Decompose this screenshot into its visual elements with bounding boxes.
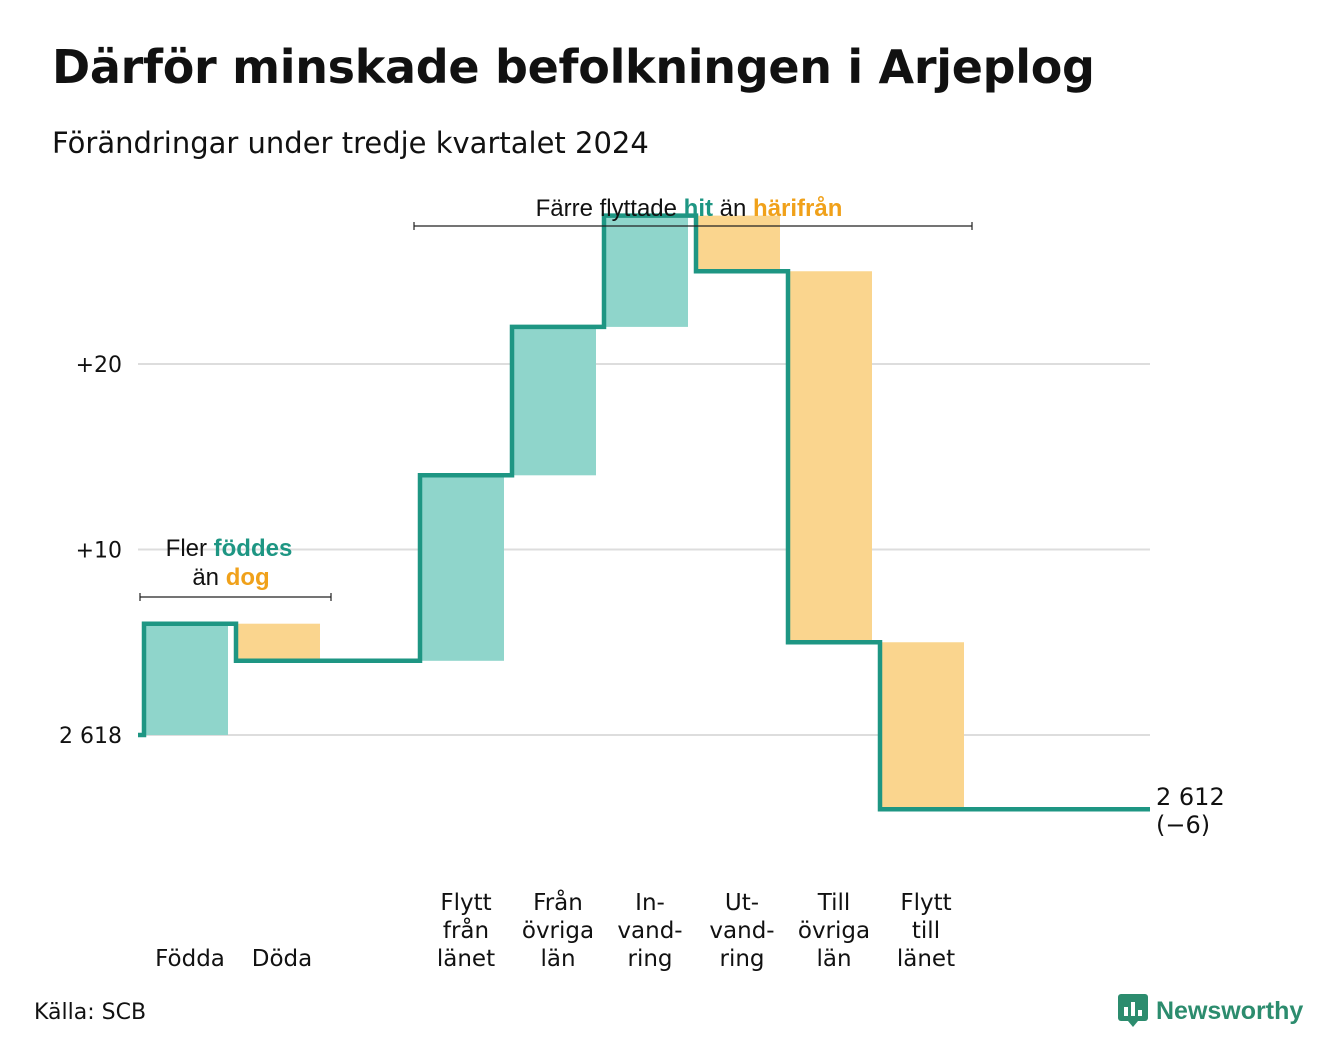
category-label: Flytt	[900, 890, 951, 916]
category-label: länet	[437, 946, 495, 972]
migration-annotation: Färre flyttade hit än härifrån	[536, 195, 843, 222]
waterfall-bar	[420, 475, 504, 661]
waterfall-bar	[144, 623, 228, 735]
category-label: övriga	[798, 918, 870, 944]
category-label: vand-	[709, 918, 774, 944]
end-value-label: 2 612	[1156, 783, 1225, 811]
category-label: län	[816, 946, 851, 972]
waterfall-bar	[880, 642, 964, 810]
category-label: Från	[533, 888, 583, 916]
waterfall-bar	[604, 215, 688, 327]
category-label: från	[443, 916, 489, 944]
y-tick-label: +10	[76, 539, 122, 564]
category-label: ring	[627, 946, 672, 972]
category-label: Ut-	[725, 890, 759, 916]
y-tick-label: +20	[76, 353, 122, 378]
category-label: vand-	[617, 918, 682, 944]
category-label: övriga	[522, 918, 594, 944]
category-label: till	[912, 918, 940, 944]
y-tick-label: 2 618	[59, 724, 122, 749]
category-label: län	[540, 946, 575, 972]
births-annotation-line2: än dog	[192, 564, 269, 591]
waterfall-bar	[236, 623, 320, 661]
end-value-label: (−6)	[1156, 811, 1210, 839]
waterfall-bar	[788, 271, 872, 643]
brand-name: Newsworthy	[1156, 996, 1304, 1025]
births-annotation-line1: Fler föddes	[166, 535, 293, 562]
category-label: In-	[635, 890, 665, 916]
category-label: Födda	[155, 946, 225, 972]
bar-chart-bubble-icon	[1118, 994, 1148, 1027]
brand-logo: Newsworthy	[1118, 994, 1303, 1028]
chart-subtitle: Förändringar under tredje kvartalet 2024	[52, 126, 649, 160]
category-label: Till	[817, 890, 851, 916]
cumulative-step-line	[138, 213, 1150, 812]
waterfall-bar	[512, 326, 596, 476]
category-label: länet	[897, 946, 955, 972]
category-label: Döda	[252, 946, 312, 972]
source-note: Källa: SCB	[34, 1000, 147, 1025]
chart-title: Därför minskade befolkningen i Arjeplog	[52, 40, 1095, 94]
category-label: Flytt	[440, 890, 491, 916]
category-label: ring	[719, 946, 764, 972]
waterfall-bar	[696, 215, 780, 272]
